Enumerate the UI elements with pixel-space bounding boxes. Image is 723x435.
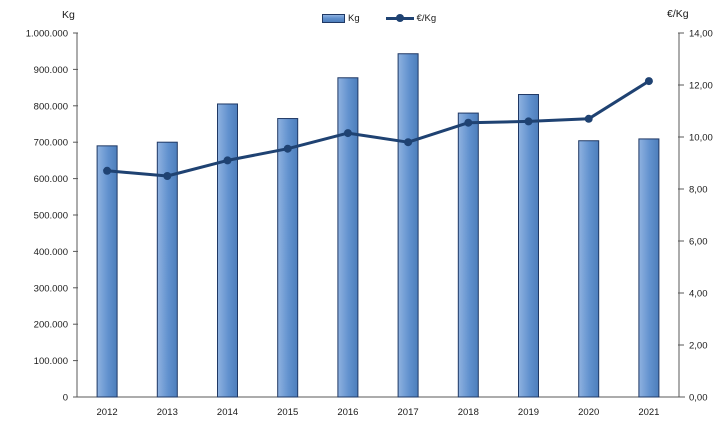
point-2013 [163, 172, 172, 180]
right-axis-tick-label: 0,00 [689, 393, 708, 404]
point-2017 [404, 138, 413, 147]
bar-2020 [578, 140, 600, 398]
x-axis-label-2012: 2012 [97, 407, 118, 418]
left-axis-tick-label: 900.000 [34, 65, 68, 76]
bar-2015 [277, 118, 299, 398]
legend-bar-swatch-icon [322, 14, 345, 23]
point-2020 [584, 114, 593, 123]
left-axis-tick-label: 300.000 [34, 283, 68, 294]
left-axis-tick-label: 600.000 [34, 174, 68, 185]
bar-2018 [457, 112, 479, 398]
right-axis-tick-label: 8,00 [689, 185, 708, 196]
bar-2013 [156, 141, 178, 398]
x-axis-label-2013: 2013 [157, 407, 178, 418]
bar-2012 [96, 145, 118, 398]
legend-label-eur-kg: €/Kg [416, 13, 437, 24]
bar-2017 [397, 53, 419, 398]
left-axis-title: Kg [62, 9, 75, 21]
point-2019 [524, 117, 533, 126]
bar-2016 [337, 77, 359, 398]
legend-label-kg: Kg [348, 13, 360, 24]
left-axis-tick-label: 500.000 [34, 211, 68, 222]
right-axis-tick-label: 6,00 [689, 237, 708, 248]
left-axis-tick-label: 1.000.000 [26, 29, 68, 40]
x-axis-label-2020: 2020 [578, 407, 599, 418]
x-axis-label-2021: 2021 [638, 407, 659, 418]
x-axis-label-2016: 2016 [337, 407, 358, 418]
point-2018 [464, 118, 473, 127]
right-axis-tick-label: 14,00 [689, 29, 713, 40]
bar-2021 [638, 138, 660, 398]
right-axis-tick-label: 10,00 [689, 133, 713, 144]
right-axis-tick-label: 2,00 [689, 341, 708, 352]
left-axis-tick-label: 700.000 [34, 138, 68, 149]
bar-2014 [217, 103, 238, 398]
bar-2019 [518, 94, 539, 398]
point-2016 [343, 129, 352, 138]
x-axis-label-2019: 2019 [518, 407, 539, 418]
chart-legend: Kg €/Kg [322, 13, 436, 24]
right-axis-tick-label: 12,00 [689, 81, 713, 92]
right-axis-title: €/Kg [667, 8, 689, 20]
x-axis-label-2018: 2018 [458, 407, 479, 418]
point-2015 [283, 144, 292, 153]
left-axis-tick-label: 800.000 [34, 101, 68, 112]
point-2012 [103, 166, 112, 175]
right-axis-tick-label: 4,00 [689, 289, 708, 300]
point-2021 [644, 77, 653, 86]
x-axis-label-2015: 2015 [277, 407, 298, 418]
point-2014 [223, 156, 232, 165]
legend-line-swatch-icon [385, 14, 414, 22]
left-axis-tick-label: 400.000 [34, 247, 68, 258]
x-axis-label-2014: 2014 [217, 407, 238, 418]
left-axis-tick-label: 100.000 [34, 356, 68, 367]
x-axis-label-2017: 2017 [398, 407, 419, 418]
left-axis-tick-label: 0 [63, 393, 68, 404]
left-axis-tick-label: 200.000 [34, 320, 68, 331]
eur-per-kg-line [105, 79, 651, 178]
